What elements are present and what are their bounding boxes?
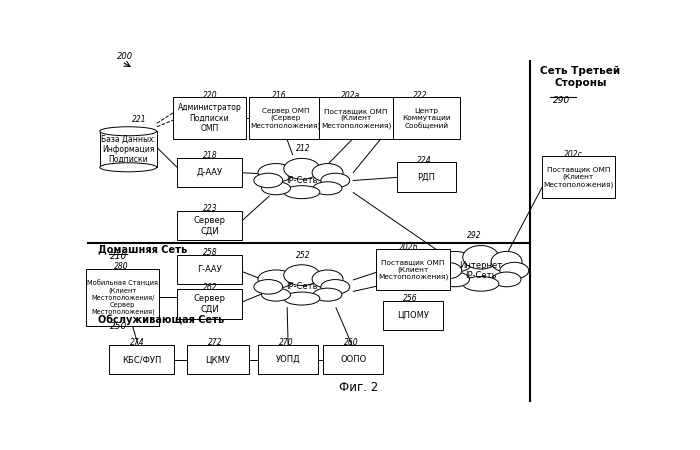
Text: 202a: 202a <box>342 91 360 100</box>
Text: Поставщик ОМП
(Клиент
Местоположения): Поставщик ОМП (Клиент Местоположения) <box>543 166 614 188</box>
FancyBboxPatch shape <box>109 345 174 374</box>
Ellipse shape <box>284 186 320 198</box>
FancyBboxPatch shape <box>383 301 443 330</box>
Text: Интернет
IP-Сеть: Интернет IP-Сеть <box>459 261 503 280</box>
Ellipse shape <box>258 164 294 182</box>
FancyBboxPatch shape <box>542 156 615 198</box>
Ellipse shape <box>284 265 320 286</box>
Text: 218: 218 <box>202 151 217 160</box>
Ellipse shape <box>437 252 473 272</box>
Text: Д-ААУ: Д-ААУ <box>197 168 223 177</box>
FancyBboxPatch shape <box>177 211 242 240</box>
FancyBboxPatch shape <box>249 97 322 139</box>
Ellipse shape <box>262 182 290 195</box>
Ellipse shape <box>433 262 462 279</box>
Text: Администратор
Подписки
ОМП: Администратор Подписки ОМП <box>178 103 242 133</box>
FancyBboxPatch shape <box>319 97 393 139</box>
FancyBboxPatch shape <box>258 345 318 374</box>
Ellipse shape <box>99 127 157 136</box>
Text: 256: 256 <box>402 294 417 303</box>
Ellipse shape <box>284 292 320 305</box>
Text: 202c: 202c <box>564 150 582 159</box>
Text: Фиг. 2: Фиг. 2 <box>339 381 379 394</box>
Text: IP-Сеть: IP-Сеть <box>286 282 318 291</box>
Text: Сеть Третьей
Стороны: Сеть Третьей Стороны <box>540 66 621 88</box>
Ellipse shape <box>312 270 343 288</box>
Text: 200: 200 <box>118 52 134 61</box>
Text: УОПД: УОПД <box>276 355 300 364</box>
Ellipse shape <box>440 272 470 287</box>
Text: Поставщик ОМП
(Клиент
Местоположения): Поставщик ОМП (Клиент Местоположения) <box>378 259 448 280</box>
Ellipse shape <box>312 164 343 182</box>
Ellipse shape <box>258 270 294 288</box>
FancyBboxPatch shape <box>323 345 383 374</box>
Text: Сервер ОМП
(Сервер
Местоположения): Сервер ОМП (Сервер Местоположения) <box>251 108 321 129</box>
Text: 202b: 202b <box>400 243 419 252</box>
Ellipse shape <box>313 288 342 301</box>
Ellipse shape <box>284 158 320 179</box>
Text: 224: 224 <box>417 156 432 165</box>
FancyBboxPatch shape <box>173 97 246 139</box>
Text: ЦПОМУ: ЦПОМУ <box>397 311 429 320</box>
Text: КБС/ФУП: КБС/ФУП <box>122 355 162 364</box>
Text: Обслуживающая Сеть: Обслуживающая Сеть <box>98 315 225 325</box>
Text: 272: 272 <box>208 338 223 347</box>
Text: 212: 212 <box>296 144 311 153</box>
Text: ООПО: ООПО <box>340 355 367 364</box>
Text: 260: 260 <box>344 338 358 347</box>
Text: 280: 280 <box>113 261 128 270</box>
Ellipse shape <box>254 279 283 294</box>
Text: 222: 222 <box>413 91 428 100</box>
Text: 210: 210 <box>111 252 127 261</box>
Text: 270: 270 <box>279 338 293 347</box>
Text: 216: 216 <box>272 91 286 100</box>
Text: 274: 274 <box>130 338 144 347</box>
FancyBboxPatch shape <box>177 255 242 284</box>
Text: Центр
Коммутации
Сообщений: Центр Коммутации Сообщений <box>402 108 451 129</box>
Text: 292: 292 <box>468 231 482 240</box>
Ellipse shape <box>99 163 157 172</box>
Text: IP-Сеть: IP-Сеть <box>286 176 318 185</box>
Text: 290: 290 <box>552 95 570 104</box>
Text: 250: 250 <box>111 322 127 331</box>
FancyBboxPatch shape <box>377 249 449 290</box>
Text: Мобильная Станция
(Клиент
Местоположения/
Сервер
Местоположения): Мобильная Станция (Клиент Местоположения… <box>88 279 158 315</box>
Ellipse shape <box>321 279 350 294</box>
Bar <box>99 131 157 167</box>
Text: ЦКМУ: ЦКМУ <box>205 355 230 364</box>
FancyBboxPatch shape <box>186 345 249 374</box>
Text: База Данных:
Информация
Подписки: База Данных: Информация Подписки <box>101 135 155 164</box>
Ellipse shape <box>500 262 528 279</box>
Ellipse shape <box>492 272 521 287</box>
Text: 223: 223 <box>202 204 217 213</box>
Ellipse shape <box>491 252 522 272</box>
Text: РДП: РДП <box>418 172 435 181</box>
FancyBboxPatch shape <box>177 289 242 319</box>
Ellipse shape <box>321 173 350 188</box>
Ellipse shape <box>254 173 283 188</box>
Text: 262: 262 <box>202 283 217 292</box>
Ellipse shape <box>463 276 499 291</box>
Text: 258: 258 <box>202 248 217 257</box>
FancyBboxPatch shape <box>177 158 242 187</box>
Text: Г-ААУ: Г-ААУ <box>197 265 222 274</box>
Ellipse shape <box>463 246 499 269</box>
FancyBboxPatch shape <box>393 97 461 139</box>
Text: 221: 221 <box>132 115 146 124</box>
Text: 220: 220 <box>202 91 217 100</box>
Ellipse shape <box>313 182 342 195</box>
Text: Поставщик ОМП
(Клиент
Местоположения): Поставщик ОМП (Клиент Местоположения) <box>321 108 391 129</box>
Text: 252: 252 <box>296 251 311 260</box>
Ellipse shape <box>262 288 290 301</box>
FancyBboxPatch shape <box>397 162 456 192</box>
FancyBboxPatch shape <box>86 269 160 326</box>
Text: Домашняя Сеть: Домашняя Сеть <box>98 245 188 255</box>
Text: Сервер
СДИ: Сервер СДИ <box>194 294 225 314</box>
Text: Сервер
СДИ: Сервер СДИ <box>194 216 225 235</box>
